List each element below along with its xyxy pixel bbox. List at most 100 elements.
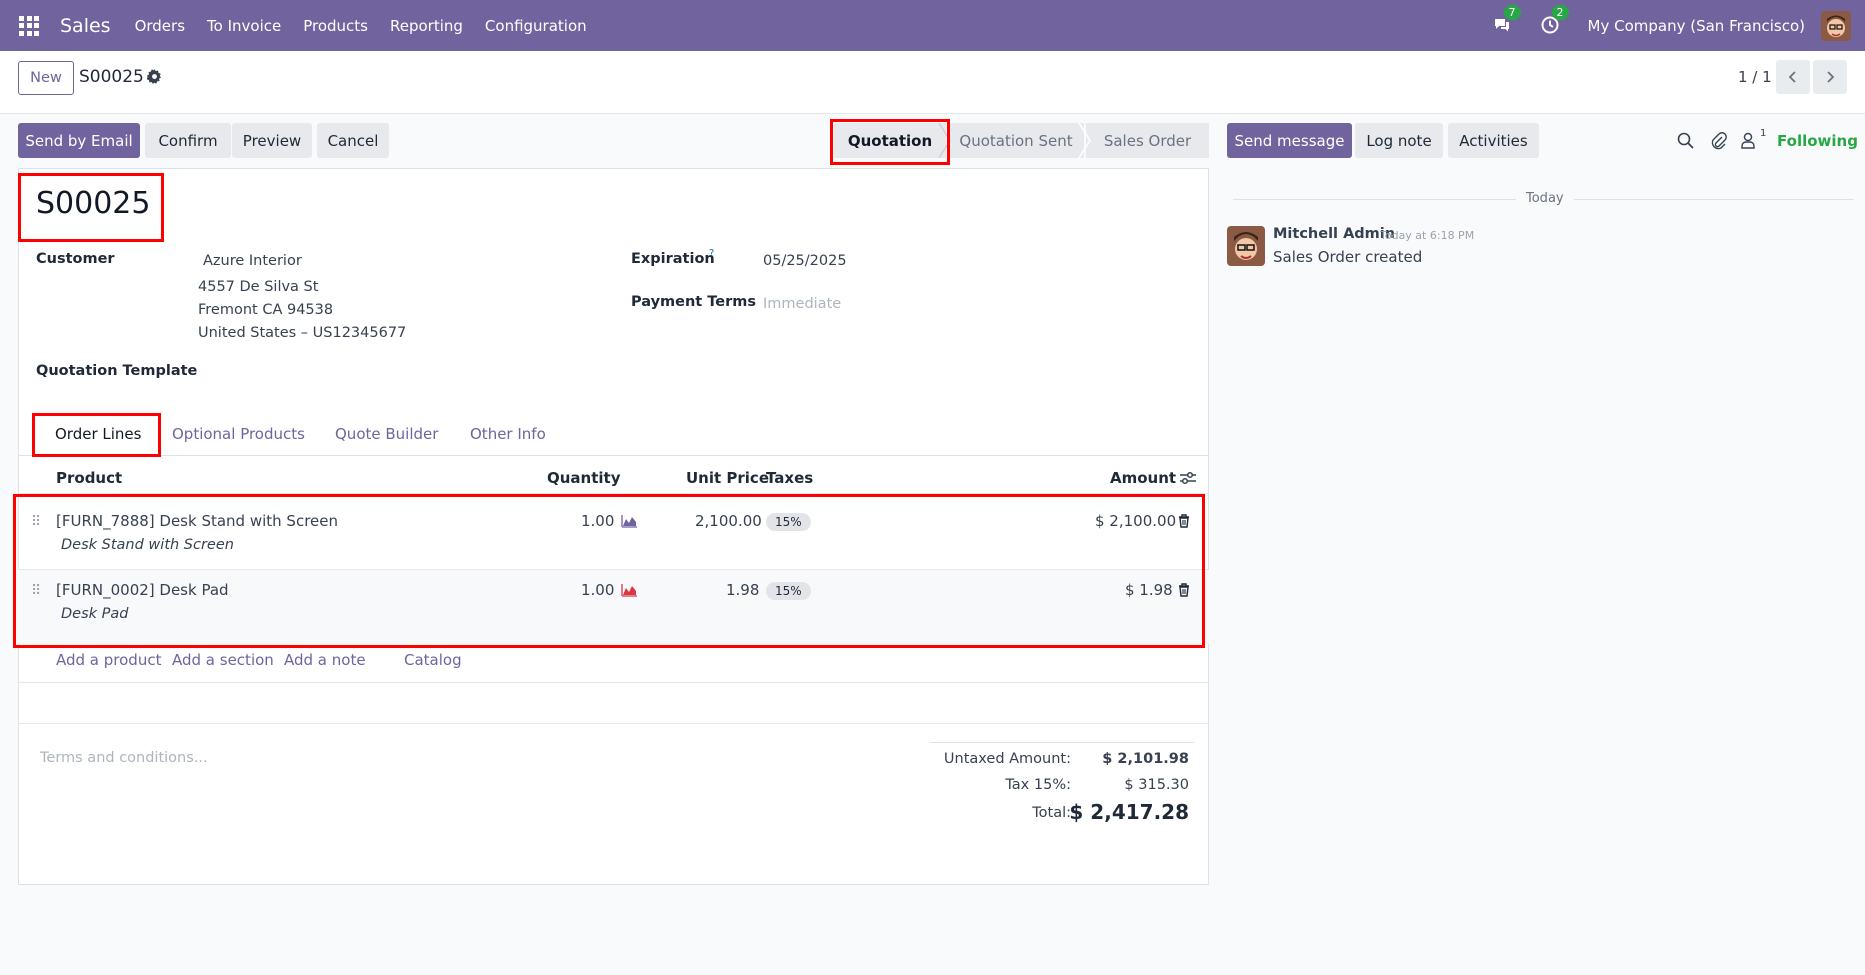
- control-panel: New S00025 1 / 1: [0, 51, 1865, 114]
- pager-previous-button[interactable]: [1776, 60, 1810, 94]
- message-timestamp: Today at 6:18 PM: [1380, 229, 1475, 242]
- clock-icon: [1541, 16, 1559, 33]
- drag-handle-icon[interactable]: ⠿: [31, 583, 42, 599]
- new-button[interactable]: New: [18, 61, 74, 95]
- activities-button[interactable]: Activities: [1448, 123, 1539, 158]
- user-avatar[interactable]: [1821, 10, 1851, 41]
- status-quotation-sent[interactable]: Quotation Sent: [948, 123, 1084, 158]
- payment-terms-label: Payment Terms: [631, 294, 756, 310]
- expiration-field[interactable]: 05/25/2025: [763, 253, 847, 269]
- delete-icon[interactable]: [1178, 583, 1190, 597]
- column-header-unit-price[interactable]: Unit Price: [686, 469, 769, 487]
- status-arrow-separator: [938, 123, 951, 158]
- add-note-link[interactable]: Add a note: [284, 651, 366, 669]
- menu-reporting[interactable]: Reporting: [390, 16, 463, 35]
- activity-menu[interactable]: 2: [1540, 4, 1569, 37]
- pager-next-button[interactable]: [1813, 60, 1847, 94]
- tab-optional-products[interactable]: Optional Products: [172, 425, 305, 443]
- terms-and-conditions-field[interactable]: Terms and conditions...: [40, 750, 208, 766]
- unit-price-value[interactable]: 1.98: [726, 581, 760, 599]
- status-quotation[interactable]: Quotation: [834, 123, 946, 158]
- log-note-button[interactable]: Log note: [1355, 123, 1443, 158]
- payment-terms-field[interactable]: Immediate: [763, 296, 842, 312]
- paperclip-icon[interactable]: [1710, 131, 1727, 150]
- column-header-amount[interactable]: Amount: [1110, 469, 1177, 487]
- breadcrumb-record-name: S00025: [79, 67, 144, 87]
- apps-menu-icon[interactable]: [19, 15, 39, 36]
- column-header-product[interactable]: Product: [56, 469, 123, 487]
- delete-icon[interactable]: [1178, 514, 1190, 528]
- highlight-box-title: [18, 173, 164, 242]
- message-author[interactable]: Mitchell Admin: [1273, 226, 1396, 242]
- section-divider: [18, 723, 1209, 724]
- forecast-chart-icon[interactable]: [621, 583, 638, 597]
- message-body: Sales Order created: [1273, 248, 1423, 266]
- quantity-value[interactable]: 1.00: [581, 581, 615, 599]
- untaxed-amount-value: $ 2,101.98: [1102, 751, 1189, 767]
- app-brand[interactable]: Sales: [60, 14, 111, 37]
- product-description: Desk Pad: [61, 606, 129, 622]
- drag-handle-icon[interactable]: ⠿: [31, 514, 42, 530]
- following-button[interactable]: Following: [1777, 132, 1858, 150]
- form-title: S00025: [36, 186, 151, 221]
- total-value: $ 2,417.28: [1069, 800, 1189, 824]
- tab-order-lines[interactable]: Order Lines: [55, 425, 142, 443]
- customer-address-line: 4557 De Silva St: [198, 279, 319, 295]
- expiration-label: Expiration: [631, 251, 715, 267]
- preview-button[interactable]: Preview: [232, 123, 312, 158]
- unit-price-value[interactable]: 2,100.00: [695, 512, 762, 530]
- chevron-left-icon: [1788, 71, 1796, 83]
- chat-icon: [1494, 18, 1509, 31]
- menu-to-invoice[interactable]: To Invoice: [207, 16, 282, 35]
- date-separator: Today: [1516, 191, 1574, 206]
- form-sheet: [18, 168, 1209, 885]
- tax-badge[interactable]: 15%: [766, 582, 811, 600]
- customer-label: Customer: [36, 251, 115, 267]
- add-section-link[interactable]: Add a section: [172, 651, 274, 669]
- followers-count: 1: [1760, 128, 1767, 139]
- messaging-menu[interactable]: 7: [1492, 4, 1521, 37]
- highlight-box-tab: [32, 413, 161, 457]
- optional-columns-icon[interactable]: [1180, 471, 1196, 485]
- quotation-template-label: Quotation Template: [36, 363, 198, 379]
- send-message-button[interactable]: Send message: [1227, 123, 1352, 158]
- pager-value[interactable]: 1 / 1: [1738, 68, 1772, 86]
- column-header-quantity[interactable]: Quantity: [547, 469, 621, 487]
- followers-icon[interactable]: [1740, 132, 1756, 149]
- untaxed-amount-label: Untaxed Amount:: [943, 751, 1071, 767]
- table-header-divider: [18, 493, 1209, 494]
- quantity-value[interactable]: 1.00: [581, 512, 615, 530]
- search-icon[interactable]: [1677, 132, 1694, 149]
- company-switcher[interactable]: My Company (San Francisco): [1587, 16, 1805, 35]
- product-name[interactable]: [FURN_7888] Desk Stand with Screen: [56, 512, 338, 530]
- product-description: Desk Stand with Screen: [61, 537, 234, 553]
- tab-other-info[interactable]: Other Info: [470, 425, 546, 443]
- send-by-email-button[interactable]: Send by Email: [18, 123, 140, 158]
- cancel-button[interactable]: Cancel: [317, 123, 389, 158]
- menu-orders[interactable]: Orders: [134, 16, 186, 35]
- forecast-chart-icon[interactable]: [621, 514, 638, 528]
- tax-label: Tax 15%:: [1005, 777, 1071, 793]
- totals-divider: [930, 742, 1194, 743]
- highlight-box-status: [830, 119, 950, 165]
- product-name[interactable]: [FURN_0002] Desk Pad: [56, 581, 229, 599]
- help-tooltip-icon[interactable]: ?: [709, 248, 715, 259]
- gear-icon[interactable]: [147, 69, 162, 84]
- tab-quote-builder[interactable]: Quote Builder: [335, 425, 439, 443]
- tabs-divider: [18, 455, 1209, 456]
- status-arrow-separator: [1078, 123, 1091, 158]
- chevron-right-icon: [1827, 71, 1835, 83]
- add-product-link[interactable]: Add a product: [56, 651, 162, 669]
- column-header-taxes[interactable]: Taxes: [766, 469, 814, 487]
- activities-badge: 2: [1551, 4, 1569, 20]
- highlight-box-order-lines: [13, 494, 1205, 648]
- status-sales-order[interactable]: Sales Order: [1086, 123, 1209, 158]
- menu-products[interactable]: Products: [303, 16, 368, 35]
- tax-badge[interactable]: 15%: [766, 513, 811, 531]
- table-row[interactable]: [18, 570, 1209, 644]
- confirm-button[interactable]: Confirm: [145, 123, 231, 158]
- menu-configuration[interactable]: Configuration: [484, 16, 587, 35]
- customer-name[interactable]: Azure Interior: [203, 253, 302, 269]
- catalog-button[interactable]: Catalog: [404, 651, 462, 669]
- author-avatar[interactable]: [1227, 226, 1265, 266]
